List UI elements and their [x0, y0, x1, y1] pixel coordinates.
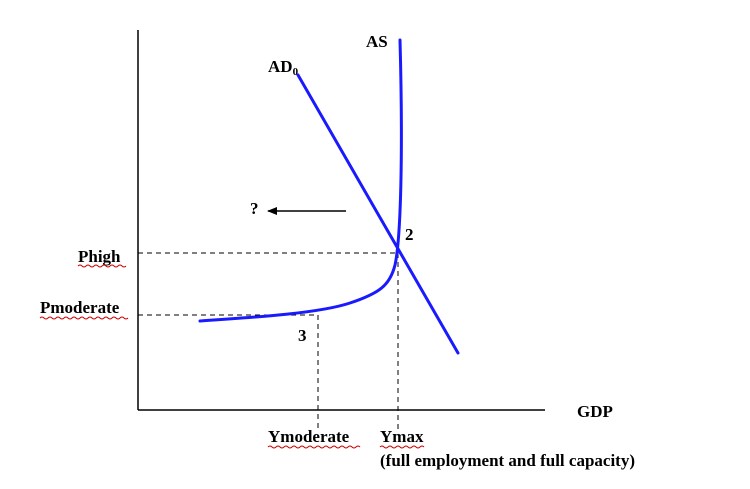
gdp-label: GDP — [577, 402, 613, 421]
point-3-label: 3 — [298, 326, 307, 345]
ymax-spellcheck-underline — [379, 445, 425, 449]
phigh-label: Phigh — [78, 247, 121, 266]
ad-curve — [296, 73, 460, 355]
ad-label: AD0 — [268, 57, 299, 78]
as-label: AS — [366, 32, 388, 51]
ymoderate-spellcheck-underline — [267, 445, 361, 449]
ymax-note: (full employment and full capacity) — [380, 451, 635, 470]
as-curve — [198, 38, 403, 323]
pmoderate-label: Pmoderate — [40, 298, 120, 317]
ymoderate-label: Ymoderate — [268, 427, 350, 446]
question-mark: ? — [250, 199, 259, 218]
ymax-label: Ymax — [380, 427, 424, 446]
point-2-label: 2 — [405, 225, 414, 244]
phigh-spellcheck-underline — [77, 264, 127, 268]
pmoderate-spellcheck-underline — [39, 316, 129, 320]
